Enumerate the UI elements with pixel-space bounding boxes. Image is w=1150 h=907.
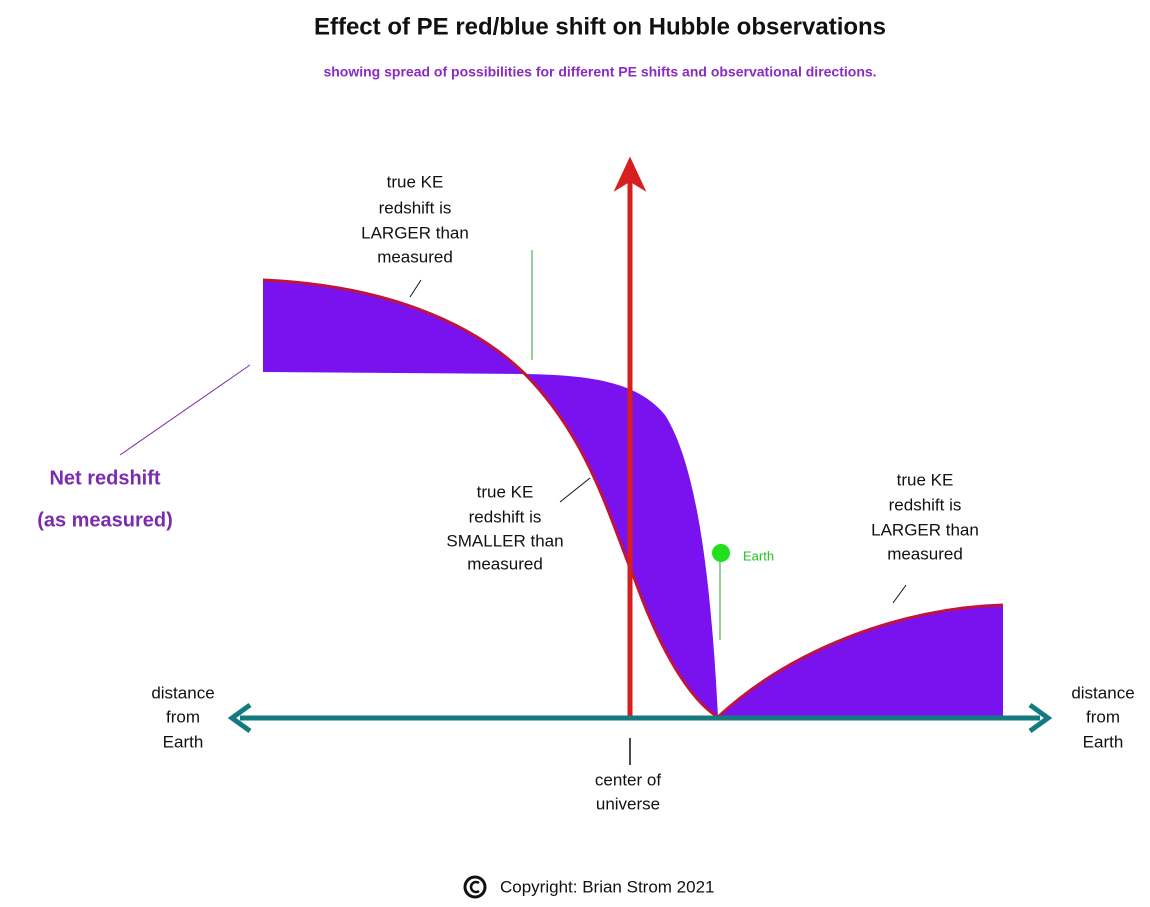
right-region (718, 605, 1003, 717)
leader-line (119, 364, 251, 456)
label: redshift is (889, 495, 962, 514)
label: LARGER than (361, 223, 469, 242)
middle-region (525, 374, 718, 717)
label: true KE (387, 172, 444, 191)
label: measured (467, 554, 543, 573)
net-redshift: Net redshift (49, 467, 160, 489)
arrowhead (613, 156, 647, 192)
leader-line (559, 477, 591, 503)
red-curve (262, 278, 719, 719)
net-redshift: (as measured) (37, 509, 173, 531)
earth-label: Earth (743, 548, 774, 563)
copyright-icon (463, 875, 487, 899)
earth-dot (712, 544, 730, 562)
copyright-icon (469, 880, 480, 894)
distance-label: from (166, 707, 200, 726)
distance-label: from (1086, 707, 1120, 726)
label: measured (887, 544, 963, 563)
distance-label: distance (1071, 683, 1134, 702)
label: true KE (897, 470, 954, 489)
title: Effect of PE red/blue shift on Hubble ob… (314, 13, 886, 40)
label: true KE (477, 482, 534, 501)
subtitle: showing spread of possibilities for diff… (323, 64, 876, 80)
leader-line (892, 584, 907, 604)
distance-label: Earth (1083, 732, 1124, 751)
copyright: Copyright: Brian Strom 2021 (500, 877, 715, 896)
center-label: center of (595, 770, 661, 789)
distance-label: distance (151, 683, 214, 702)
label: redshift is (469, 507, 542, 526)
red-curve (716, 603, 1004, 719)
label: redshift is (379, 198, 452, 217)
label: LARGER than (871, 520, 979, 539)
label: measured (377, 247, 453, 266)
distance-label: Earth (163, 732, 204, 751)
arrowhead (1028, 702, 1053, 734)
leader-line (409, 279, 422, 298)
left-region (263, 280, 525, 374)
arrowhead (227, 702, 252, 734)
center-label: universe (596, 794, 660, 813)
label: SMALLER than (446, 531, 563, 550)
